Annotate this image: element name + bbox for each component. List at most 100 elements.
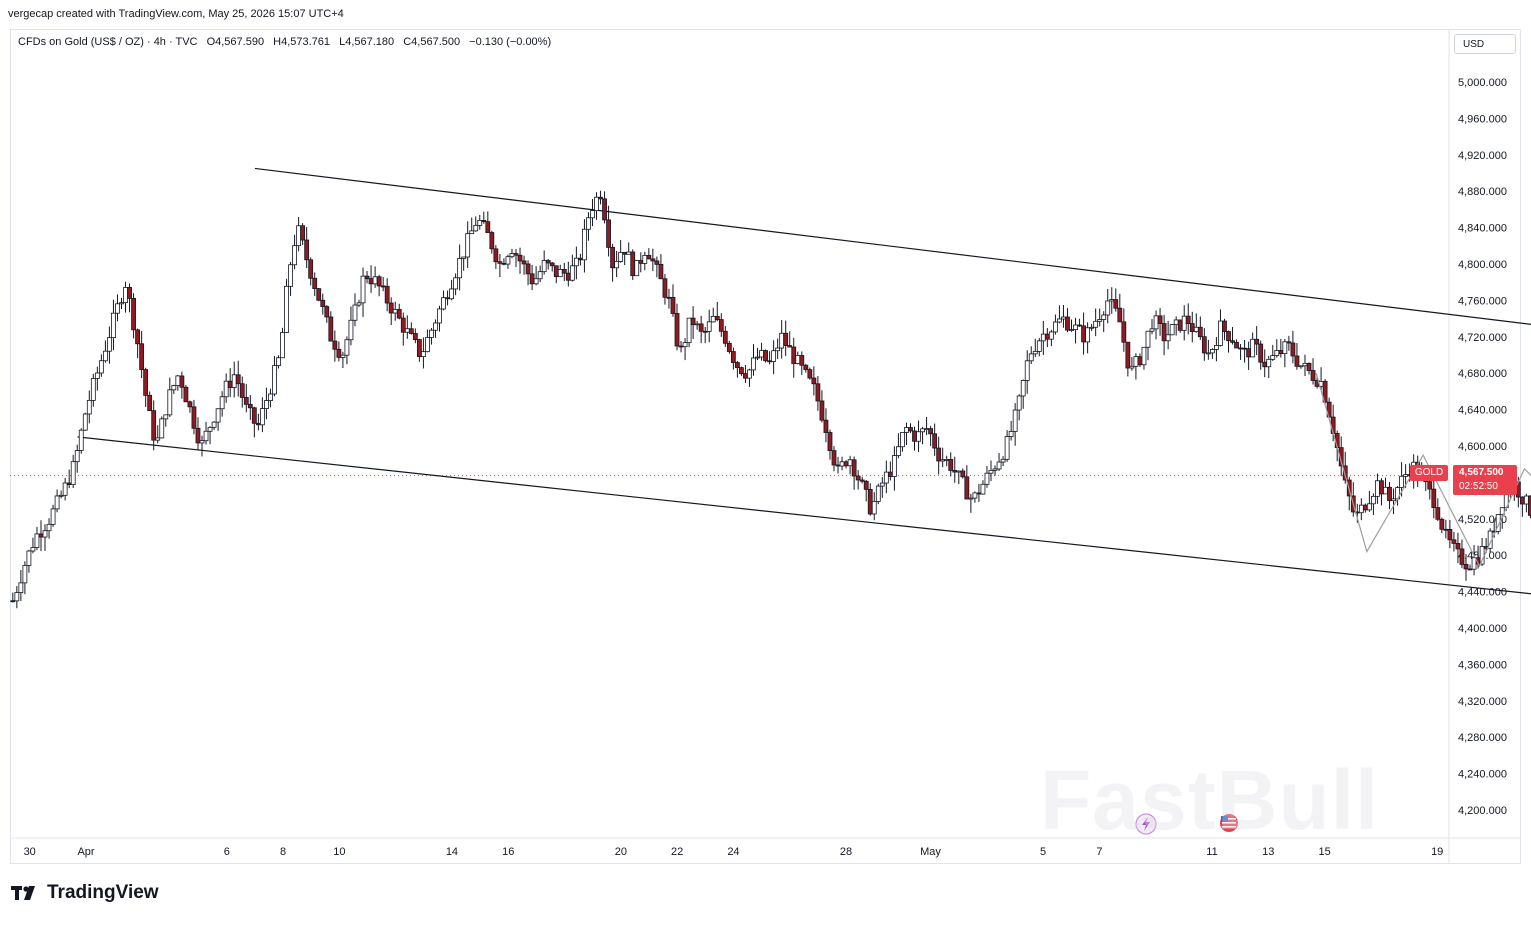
candle-down	[139, 343, 145, 370]
candle-up	[1097, 319, 1103, 322]
candle-up	[694, 323, 700, 326]
descending-channel[interactable]	[77, 167, 1531, 638]
candle-up	[171, 385, 177, 391]
candle-up	[1069, 329, 1074, 331]
candle-up	[465, 233, 471, 258]
candle-up	[940, 459, 946, 462]
candle-down	[1113, 299, 1119, 309]
candle-up	[541, 260, 547, 273]
candle-up	[771, 350, 777, 362]
candle-down	[412, 333, 418, 340]
candle-up	[795, 355, 801, 364]
candle-up	[90, 378, 96, 401]
candle-down	[602, 198, 607, 221]
candle-up	[155, 437, 161, 441]
candle-down	[525, 263, 531, 275]
time-axis[interactable]: 30 Apr 6 8 10 14 16 20 22 24 28 May 5 7 11 13 15 19	[24, 846, 1444, 858]
candle-up	[34, 533, 40, 548]
candle-down	[304, 239, 310, 261]
price-tick-label: 4,360.000	[1458, 659, 1507, 671]
chart-frame[interactable]	[10, 29, 1521, 864]
candle-up	[340, 354, 346, 358]
candle-up	[594, 196, 599, 212]
candle-down	[819, 400, 825, 421]
tradingview-logo[interactable]: TradingView	[11, 882, 159, 904]
candle-down	[1338, 447, 1344, 467]
candle-up	[102, 350, 108, 362]
channel-lower-line	[77, 436, 1531, 595]
last-price-tag: 4,567.500 02:52:50	[1453, 465, 1517, 495]
candle-up	[686, 317, 692, 344]
candle-up	[1270, 355, 1276, 360]
candle-up	[509, 253, 515, 258]
candle-down	[1447, 529, 1453, 541]
candle-up	[1302, 362, 1308, 367]
ohlc-legend: CFDs on Gold (US$ / OZ) · 4h · TVC O4,56…	[18, 36, 557, 48]
candle-down	[1306, 362, 1312, 371]
candle-down	[312, 277, 318, 289]
candle-down	[553, 265, 559, 278]
candle-up	[883, 471, 889, 484]
candle-up	[461, 256, 467, 259]
time-tick-label: 10	[333, 846, 345, 858]
candle-down	[400, 317, 406, 333]
candle-down	[787, 345, 793, 348]
candle-up	[1371, 495, 1376, 505]
candle-down	[384, 285, 390, 304]
candle-up	[111, 312, 116, 339]
candle-down	[698, 323, 704, 332]
candle-down	[493, 248, 499, 263]
candle-down	[739, 367, 744, 374]
candle-down	[227, 380, 233, 388]
candle-down	[928, 428, 934, 435]
candle-down	[674, 313, 680, 347]
candle-up	[1089, 326, 1095, 329]
price-axis[interactable]: 5,000.000 4,960.000 4,920.000 4,880.000 4,84…	[1458, 77, 1507, 817]
candle-up	[211, 421, 217, 428]
candle-down	[690, 317, 696, 326]
candle-down	[823, 419, 829, 433]
candle-down	[521, 260, 527, 265]
candle-up	[1016, 395, 1022, 411]
candle-up	[54, 495, 60, 510]
candle-up	[14, 592, 20, 602]
price-tick-label: 4,920.000	[1458, 150, 1507, 162]
event-icons[interactable]	[1135, 813, 1238, 835]
candle-down	[239, 383, 245, 398]
candle-down	[501, 262, 507, 265]
candle-down	[332, 340, 338, 350]
candle-up	[988, 469, 994, 474]
candle-down	[195, 427, 201, 444]
candle-up	[875, 485, 881, 502]
candle-up	[871, 501, 877, 515]
projection-path[interactable]	[1315, 355, 1531, 568]
candle-down	[151, 410, 157, 441]
candle-down	[1044, 333, 1050, 340]
candle-down	[702, 330, 708, 333]
candle-up	[1040, 333, 1046, 342]
candle-up	[207, 426, 213, 432]
candle-up	[839, 461, 845, 467]
candle-down	[662, 278, 668, 298]
candle-down	[932, 433, 938, 449]
candle-down	[670, 296, 676, 314]
legend-symbol: CFDs on Gold (US$ / OZ) · 4h · TVC	[18, 36, 198, 48]
candle-down	[408, 328, 414, 334]
candle-up	[429, 329, 434, 338]
candle-up	[223, 380, 229, 398]
candle-up	[1073, 324, 1078, 330]
price-tick-label: 4,880.000	[1458, 186, 1507, 198]
candle-down	[678, 345, 684, 348]
candle-down	[1230, 340, 1235, 343]
candle-up	[533, 278, 539, 285]
currency-selector[interactable]: USD	[1454, 34, 1516, 54]
candle-up	[1209, 349, 1215, 354]
candle-up	[1282, 341, 1288, 355]
candle-down	[416, 339, 422, 358]
candle-down	[577, 257, 583, 261]
candle-down	[867, 489, 873, 515]
candle-down	[1177, 319, 1183, 331]
candle-up	[268, 393, 273, 401]
us-flag-stripe-2	[1222, 822, 1236, 824]
